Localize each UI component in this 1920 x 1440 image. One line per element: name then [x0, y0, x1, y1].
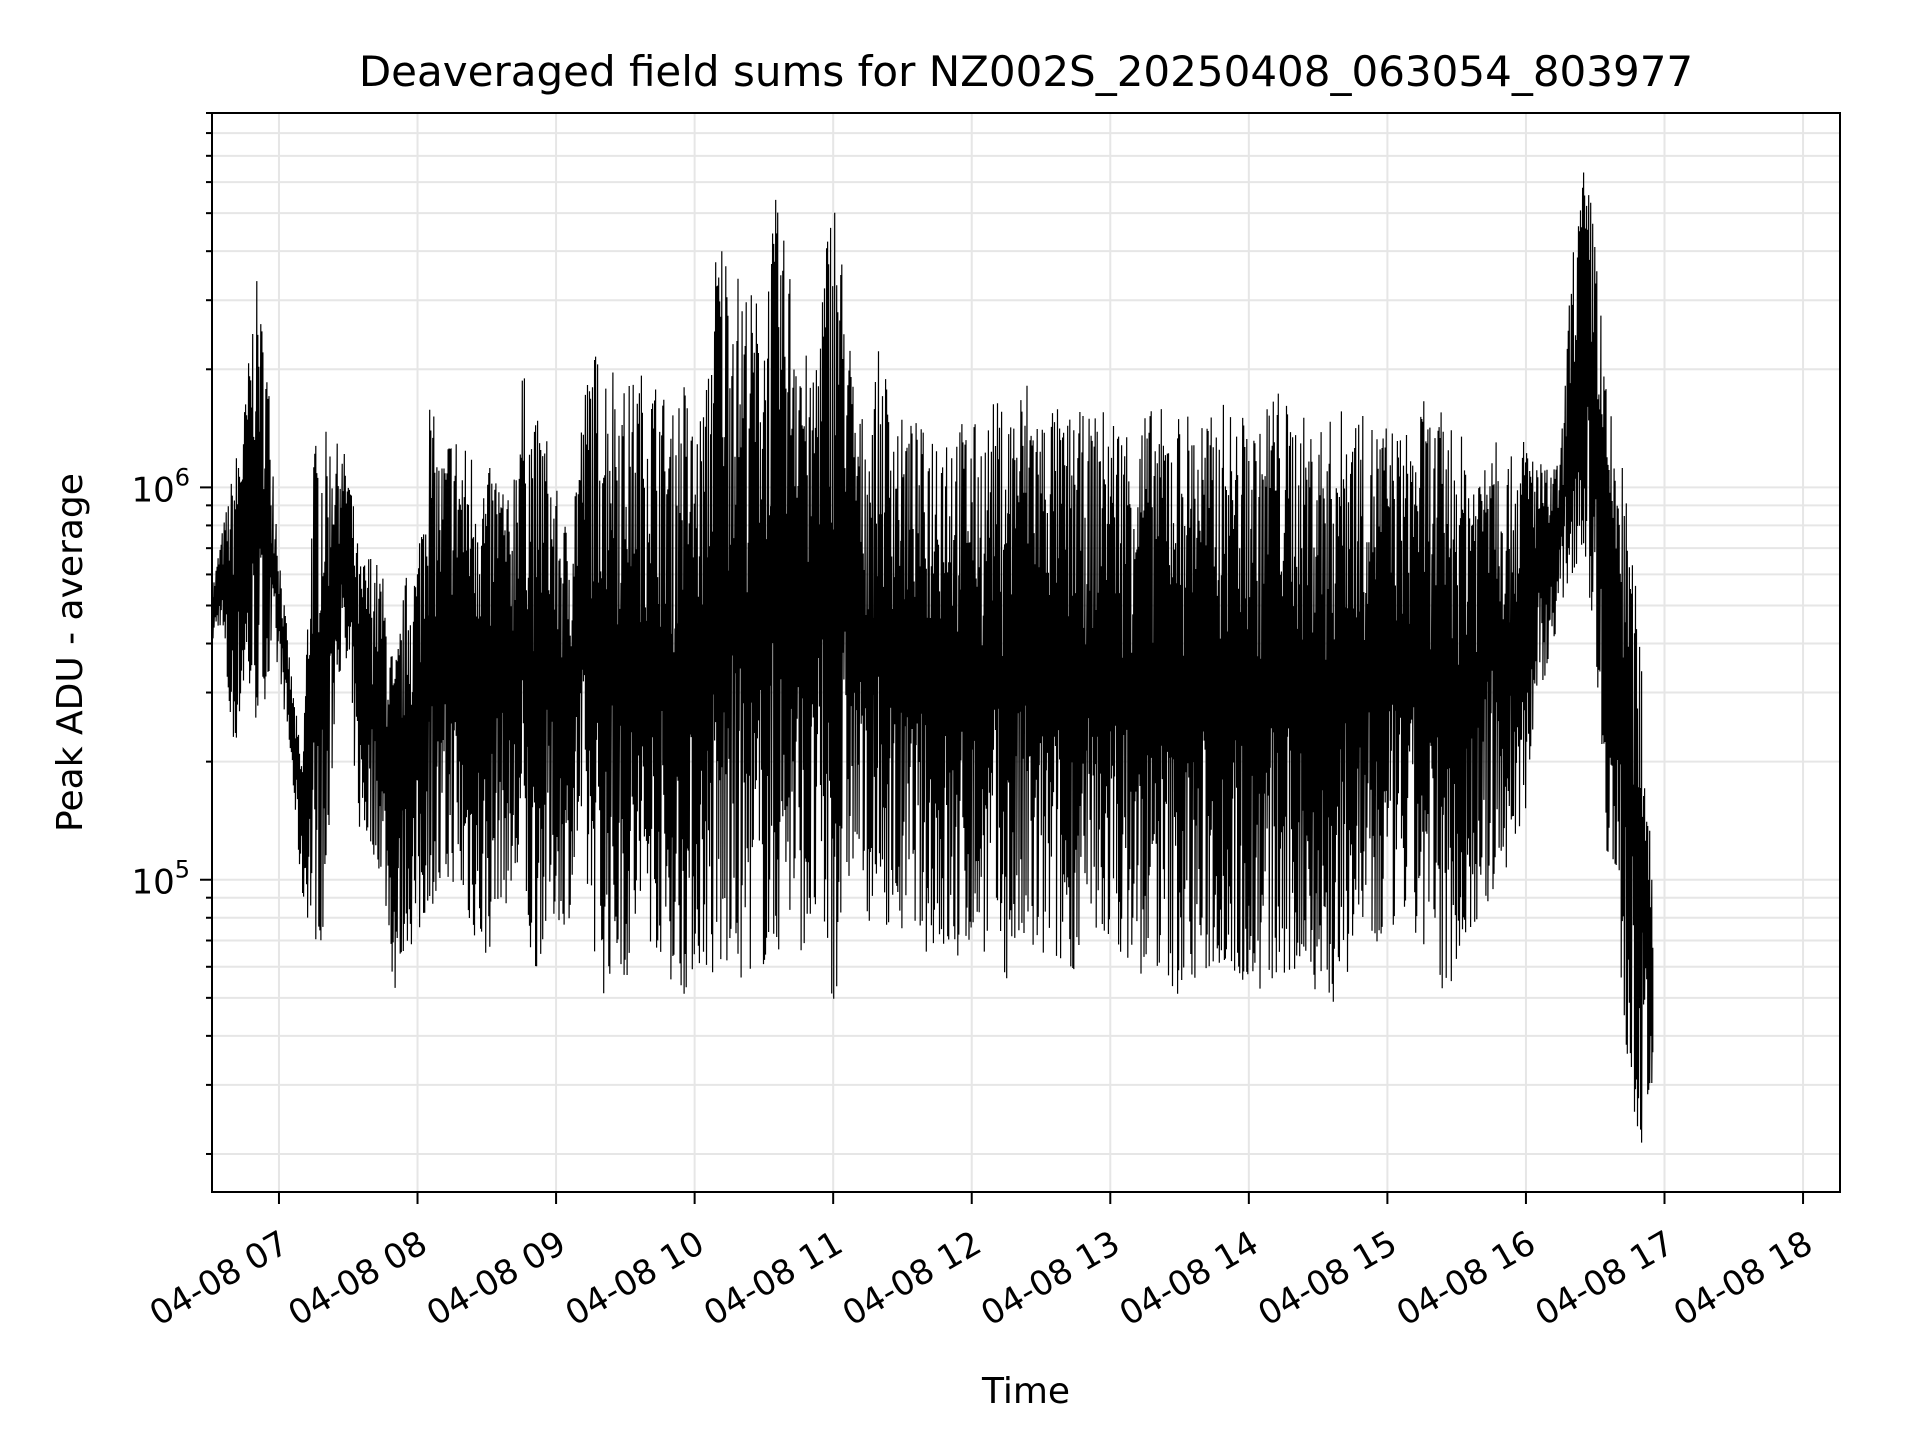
series-path: [211, 172, 1654, 1143]
x-tick-label: 04-08 09: [420, 1223, 572, 1334]
y-tick-label: 106: [131, 463, 190, 510]
x-tick-label: 04-08 12: [836, 1223, 988, 1334]
x-tick-label: 04-08 15: [1251, 1223, 1403, 1334]
plot-frame: [211, 112, 1841, 1193]
chart-title: Deaveraged field sums for NZ002S_2025040…: [359, 47, 1693, 96]
x-tick-label: 04-08 11: [697, 1223, 849, 1334]
x-tick-label: 04-08 10: [559, 1223, 711, 1334]
x-tick-label: 04-08 17: [1529, 1223, 1681, 1334]
x-tick-label: 04-08 08: [282, 1223, 434, 1334]
y-tick-label: 105: [131, 856, 190, 903]
series-line: [211, 172, 1654, 1143]
x-tick-label: 04-08 18: [1667, 1223, 1819, 1334]
x-tick-label: 04-08 14: [1113, 1223, 1265, 1334]
x-tick-label: 04-08 16: [1390, 1223, 1542, 1334]
x-axis-label: Time: [981, 1371, 1070, 1412]
x-tick-label: 04-08 07: [143, 1223, 295, 1334]
y-axis: 105 106: [131, 112, 212, 1155]
x-tick-label: 04-08 13: [974, 1223, 1126, 1334]
y-axis-label: Peak ADU - average: [50, 473, 91, 832]
